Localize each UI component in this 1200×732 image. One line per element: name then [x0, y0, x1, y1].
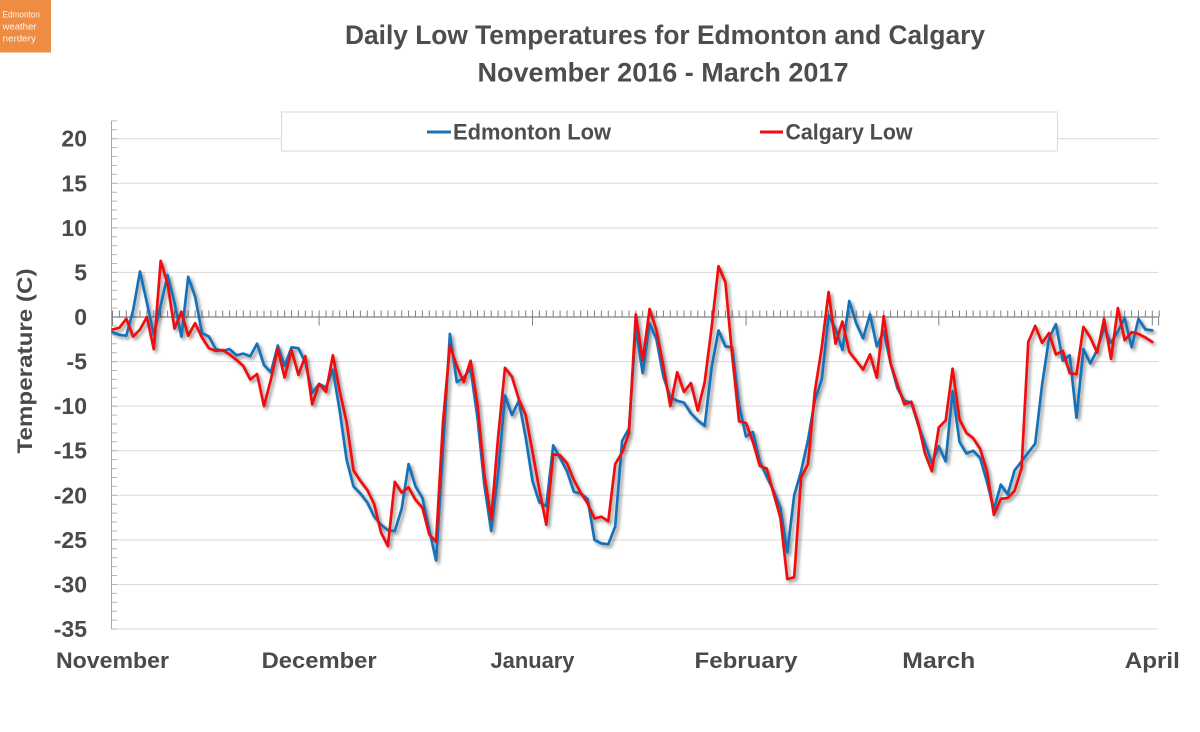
svg-text:nerdery: nerdery — [3, 34, 37, 44]
svg-text:Temperature (C): Temperature (C) — [14, 269, 37, 454]
svg-text:0: 0 — [74, 304, 87, 330]
svg-text:January: January — [491, 648, 576, 673]
svg-text:-10: -10 — [54, 393, 87, 419]
svg-text:-15: -15 — [54, 438, 87, 464]
svg-text:20: 20 — [61, 126, 87, 152]
svg-text:Edmonton Low: Edmonton Low — [453, 120, 612, 145]
svg-text:weather: weather — [1, 22, 36, 32]
svg-text:Edmonton: Edmonton — [3, 10, 41, 20]
svg-text:November: November — [56, 648, 169, 673]
svg-text:February: February — [695, 648, 799, 673]
svg-text:-35: -35 — [54, 616, 87, 642]
svg-text:March: March — [902, 648, 975, 673]
svg-text:December: December — [262, 648, 377, 673]
svg-text:-30: -30 — [54, 572, 87, 598]
svg-text:10: 10 — [61, 215, 87, 241]
svg-text:15: 15 — [61, 170, 87, 196]
svg-text:November 2016 - March 2017: November 2016 - March 2017 — [478, 58, 849, 88]
svg-text:-20: -20 — [54, 482, 87, 508]
svg-text:Daily Low Temperatures for Edm: Daily Low Temperatures for Edmonton and … — [345, 20, 985, 50]
svg-text:April: April — [1125, 648, 1180, 673]
svg-text:-5: -5 — [67, 349, 88, 375]
svg-text:5: 5 — [74, 259, 87, 285]
svg-text:Calgary Low: Calgary Low — [786, 120, 914, 145]
svg-text:-25: -25 — [54, 527, 87, 553]
